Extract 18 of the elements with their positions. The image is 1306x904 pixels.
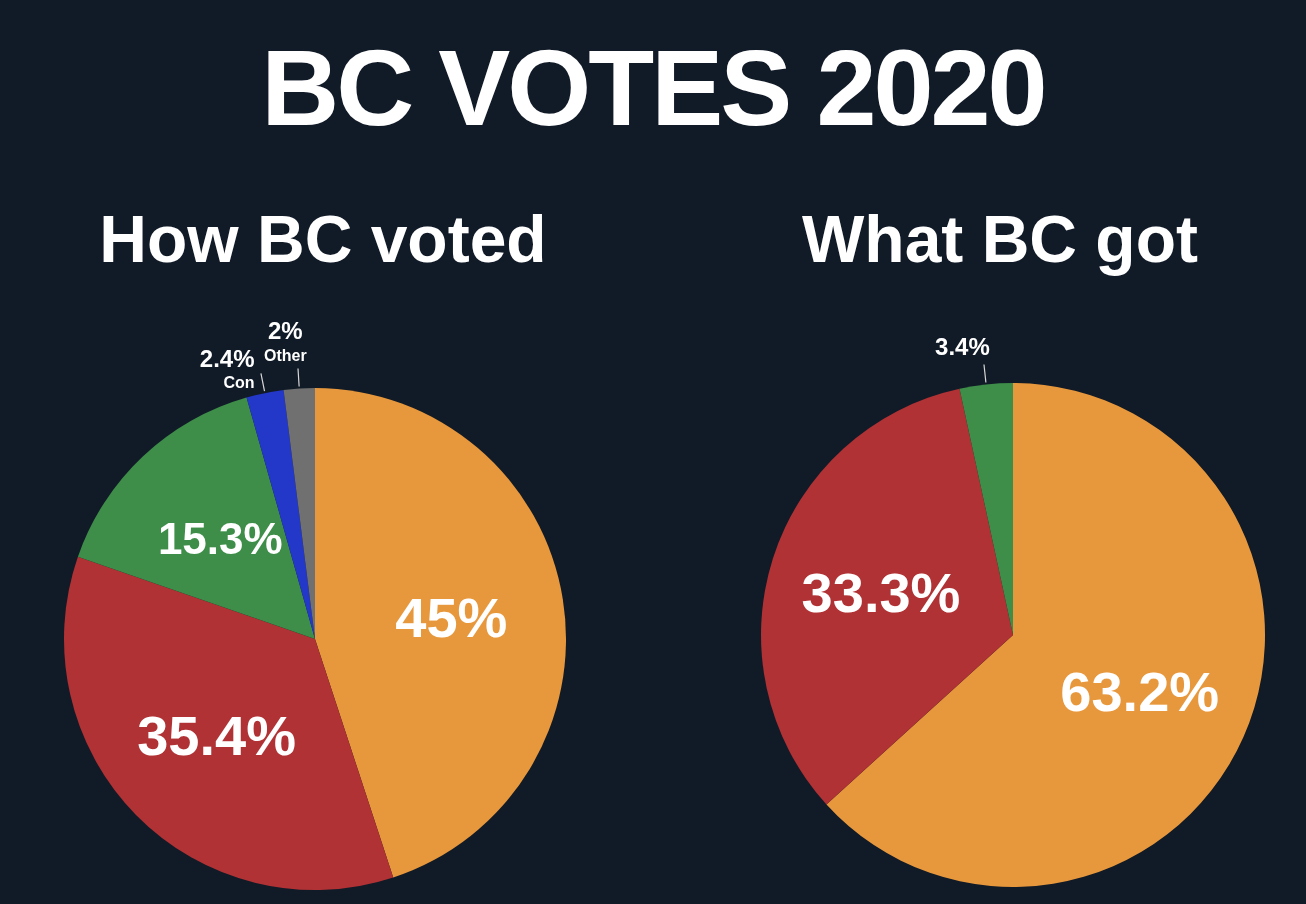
pie-slice xyxy=(64,556,394,890)
chart-title: What BC got xyxy=(802,202,1198,276)
pie-slice xyxy=(959,383,1013,635)
data-label: 15.3% xyxy=(157,514,283,564)
pie-slice xyxy=(315,388,566,878)
data-label: 63.2% xyxy=(1060,659,1220,723)
data-label: 2.4% xyxy=(199,345,255,373)
data-label: 45% xyxy=(395,585,508,649)
pie-slice xyxy=(77,397,315,639)
data-label: 3.4% xyxy=(935,332,990,360)
data-label: 35.4% xyxy=(137,704,296,768)
chart-title: How BC voted xyxy=(99,202,547,276)
data-label: 2% xyxy=(267,316,303,344)
text: BC VOTES 2020 xyxy=(261,27,1045,148)
data-label: 33.3% xyxy=(801,561,961,625)
slice-label: Other xyxy=(263,346,307,364)
slice-label: Con xyxy=(223,374,255,392)
pie-slice xyxy=(761,388,1013,805)
